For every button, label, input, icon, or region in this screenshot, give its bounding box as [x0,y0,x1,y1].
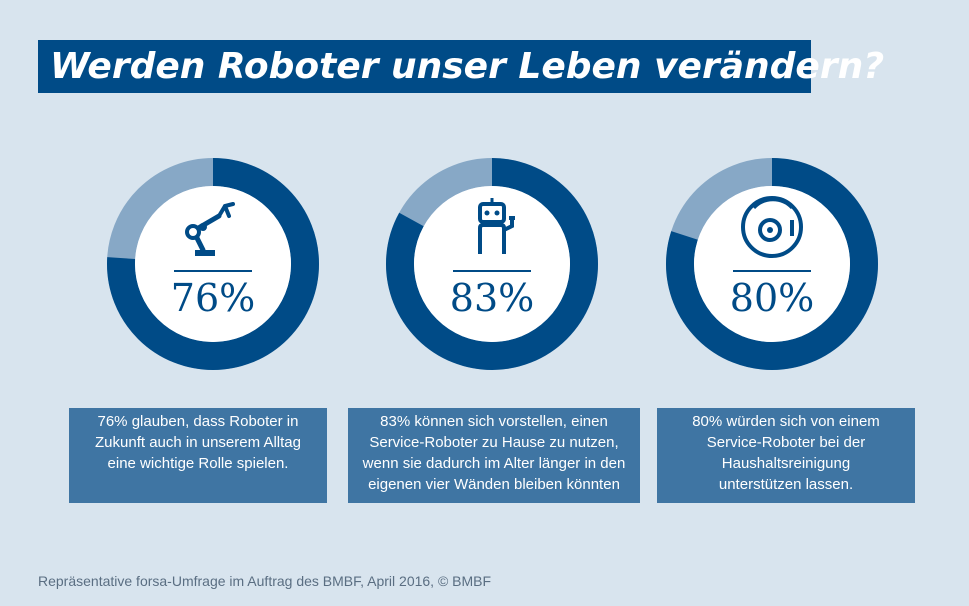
donut-center [135,186,291,342]
caption-line: 83% können sich vorstellen, einen [380,413,608,430]
donut-center [414,186,570,342]
donut-center [694,186,850,342]
caption-line: 76% glauben, dass Roboter in [97,413,299,430]
robot-arm-icon [173,194,253,260]
donut-value-arc [666,158,878,370]
caption-box-1: 76% glauben, dass Roboter in Zukunft auc… [69,408,327,503]
donut-value-arc [107,158,319,370]
source-footnote: Repräsentative forsa-Umfrage im Auftrag … [38,573,492,589]
percent-label: 80% [729,276,815,320]
robot-vacuum-icon [732,194,812,260]
percent-label: 83% [449,276,535,320]
divider [174,270,252,272]
donut-chart-2: 83% [386,158,598,370]
caption-box-2: 83% können sich vorstellen, einen Servic… [348,408,640,503]
caption-line: Zukunft auch in unserem Alltag [95,434,301,451]
donut-value-arc [386,158,598,370]
donut-chart-3: 80% [666,158,878,370]
caption-line: wenn sie dadurch im Alter länger in den [362,455,626,472]
caption-line: eine wichtige Rolle spielen. [107,455,289,472]
divider [453,270,531,272]
donut-svg-2 [386,158,598,370]
percent-label: 76% [170,276,256,320]
caption-box-3: 80% würden sich von einem Service-Robote… [657,408,915,503]
divider [733,270,811,272]
caption-line: Service-Roboter zu Hause zu nutzen, [369,434,619,451]
caption-line: Haushaltsreinigung [721,455,851,472]
page-title: Werden Roboter unser Leben verändern? [38,40,884,93]
donut-svg-1 [107,158,319,370]
donut-chart-1: 76% [107,158,319,370]
donut-svg-3 [666,158,878,370]
caption-line: eigenen vier Wänden bleiben könnten [368,476,620,493]
caption-line: Service-Roboter bei der [706,434,866,451]
caption-line: unterstützen lassen. [718,476,854,493]
caption-line: 80% würden sich von einem [692,413,880,430]
service-robot-icon [452,194,532,260]
